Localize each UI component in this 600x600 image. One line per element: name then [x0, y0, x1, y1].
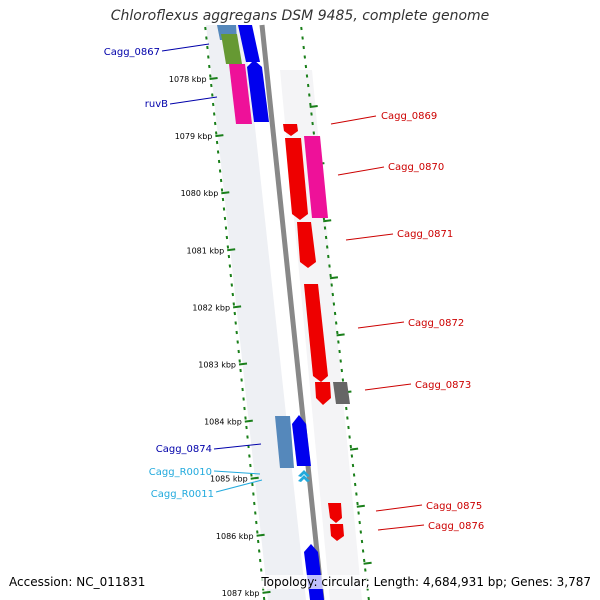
- major-tick: [262, 590, 271, 594]
- major-tick: [232, 305, 242, 309]
- accession-text: Accession: NC_011831: [9, 575, 146, 589]
- genome-backbone: [259, 24, 325, 600]
- major-tick-right: [349, 447, 359, 451]
- label-cagg-r0011[interactable]: Cagg_R0011: [151, 489, 214, 500]
- gene-cagg-0873-gray[interactable]: [333, 382, 350, 404]
- kbp-tick-label: 1080 kbp: [181, 189, 219, 198]
- gene-cagg-0871[interactable]: [297, 222, 316, 268]
- gene-cagg-r0011[interactable]: [298, 475, 310, 482]
- major-tick: [209, 77, 218, 80]
- gene-cagg-0872[interactable]: [304, 284, 328, 382]
- leader-cagg-0869: [330, 115, 377, 125]
- major-tick: [227, 248, 236, 252]
- leader-cagg-r0010: [213, 470, 261, 475]
- gene-olive[interactable]: [221, 34, 242, 64]
- gene-ruvb[interactable]: [247, 60, 269, 122]
- major-tick: [221, 191, 230, 195]
- genome-summary-text: Topology: circular; Length: 4,684,931 bp…: [261, 575, 591, 589]
- leader-cagg-0875: [375, 504, 423, 512]
- leader-cagg-0871: [345, 233, 394, 241]
- label-cagg-0870[interactable]: Cagg_0870: [388, 162, 444, 173]
- leader-cagg-0873: [364, 383, 412, 391]
- gene-cagg-0869[interactable]: [283, 124, 298, 136]
- kbp-tick-label: 1085 kbp: [210, 475, 248, 484]
- label-cagg-0873[interactable]: Cagg_0873: [415, 380, 471, 391]
- major-tick: [256, 533, 265, 537]
- leader-cagg-0870: [337, 166, 385, 176]
- kbp-tick-label: 1087 kbp: [222, 589, 260, 598]
- major-tick: [215, 134, 224, 138]
- gene-cagg-0875[interactable]: [328, 503, 342, 523]
- leader-cagg-0872: [357, 321, 405, 329]
- label-cagg-0875[interactable]: Cagg_0875: [426, 501, 482, 512]
- label-cagg-0871[interactable]: Cagg_0871: [397, 229, 453, 240]
- kbp-tick-label: 1082 kbp: [192, 303, 230, 312]
- label-cagg-0867[interactable]: Cagg_0867: [104, 47, 160, 58]
- gene-cagg-0870-red[interactable]: [285, 138, 308, 220]
- major-tick-right: [309, 105, 318, 108]
- gene-cagg-0874[interactable]: [292, 415, 311, 466]
- kbp-tick-label: 1081 kbp: [186, 246, 224, 255]
- major-tick-right: [363, 561, 372, 565]
- gene-magenta-ruvb-left[interactable]: [229, 64, 252, 124]
- gene-cagg-0873[interactable]: [315, 382, 331, 405]
- leader-ruvb: [169, 96, 218, 105]
- label-cagg-r0010[interactable]: Cagg_R0010: [149, 467, 212, 478]
- kbp-tick-label: 1086 kbp: [216, 532, 254, 541]
- major-tick-right: [329, 276, 339, 280]
- leader-cagg-0874: [213, 443, 262, 450]
- leader-cagg-0876: [377, 524, 425, 531]
- leader-cagg-r0011: [215, 479, 263, 493]
- gene-cagg-0876[interactable]: [330, 524, 344, 541]
- gene-cagg-r0010[interactable]: [298, 470, 310, 477]
- label-cagg-0876[interactable]: Cagg_0876: [428, 521, 484, 532]
- kbp-tick-label: 1083 kbp: [198, 361, 236, 370]
- major-tick-right: [356, 504, 365, 508]
- major-tick: [250, 476, 259, 480]
- kbp-tick-label: 1079 kbp: [175, 132, 213, 141]
- kbp-tick-label: 1084 kbp: [204, 418, 242, 427]
- label-cagg-0874[interactable]: Cagg_0874: [156, 444, 212, 455]
- kbp-tick-label: 1078 kbp: [169, 75, 207, 84]
- leader-cagg-0867: [161, 43, 210, 52]
- label-cagg-0872[interactable]: Cagg_0872: [408, 318, 464, 329]
- label-ruvb[interactable]: ruvB: [145, 99, 168, 110]
- gene-cagg-0867[interactable]: [238, 25, 260, 62]
- major-tick-right: [336, 333, 345, 337]
- gene-cagg-0870[interactable]: [304, 136, 328, 218]
- major-tick-right: [323, 219, 332, 223]
- gene-cagg-0874-steel[interactable]: [275, 416, 294, 468]
- major-tick: [238, 362, 248, 366]
- map-title: Chloroflexus aggregans DSM 9485, complet…: [110, 8, 490, 24]
- major-tick: [244, 419, 253, 423]
- label-cagg-0869[interactable]: Cagg_0869: [381, 111, 437, 122]
